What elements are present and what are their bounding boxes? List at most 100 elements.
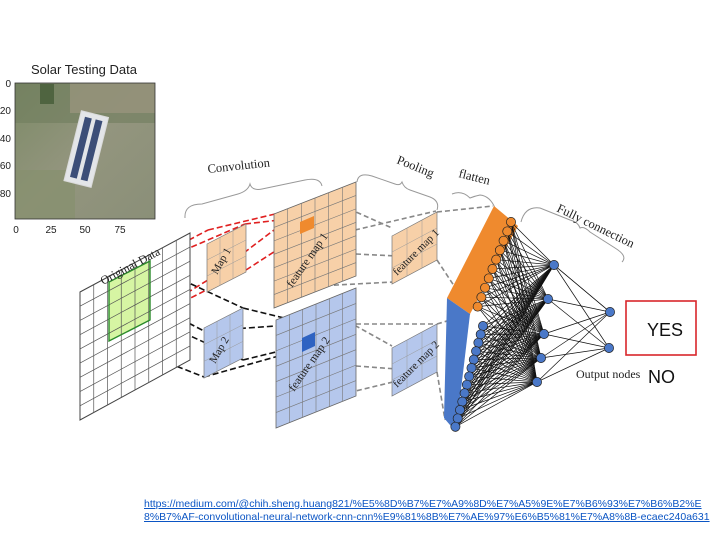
y-tick-40: 40 xyxy=(0,134,11,145)
y-tick-60: 60 xyxy=(0,161,11,172)
section-labels xyxy=(184,174,625,263)
y-tick-80: 80 xyxy=(0,189,11,200)
grid-line xyxy=(543,311,611,335)
grid-line xyxy=(462,264,555,402)
grid-line xyxy=(79,289,191,350)
no-output-label: NO xyxy=(648,367,675,387)
grid-line xyxy=(485,287,549,300)
x-tick-25: 25 xyxy=(45,225,57,236)
hidden-node xyxy=(532,377,542,387)
grid-line xyxy=(488,278,549,300)
grid-line xyxy=(480,334,538,383)
grid-line xyxy=(481,296,545,335)
grid-line xyxy=(206,255,247,277)
grid-line xyxy=(466,264,555,386)
flatten-node xyxy=(476,292,487,303)
grid-line xyxy=(462,381,538,402)
grid-line xyxy=(481,296,549,300)
map1 xyxy=(206,223,247,293)
flatten-strip-blue xyxy=(444,298,470,432)
grid-line xyxy=(536,347,610,383)
solar-image-panel: Solar Testing Data 0 20 40 60 80 0 25 50… xyxy=(0,62,156,236)
x-tick-75: 75 xyxy=(114,225,126,236)
flatten-node xyxy=(480,282,491,293)
image-y-ticks: 0 20 40 60 80 xyxy=(0,79,11,200)
grid-line xyxy=(476,350,542,359)
network-nodes xyxy=(450,217,615,432)
y-tick-20: 20 xyxy=(0,106,11,117)
feature-map1 xyxy=(273,181,357,309)
flatten-node xyxy=(468,354,479,365)
grid-line xyxy=(206,239,247,261)
feature-map2-highlight xyxy=(302,332,315,352)
grid-line xyxy=(79,345,191,407)
grid-line xyxy=(477,264,555,307)
flatten-node xyxy=(464,371,475,382)
flatten-node xyxy=(502,226,513,237)
feature-map1-highlight xyxy=(300,216,314,234)
convolution-label: Convolution xyxy=(207,155,271,176)
image-panel-title: Solar Testing Data xyxy=(31,62,138,77)
grid-line xyxy=(477,306,545,335)
grid-line xyxy=(510,221,555,266)
flatten-node xyxy=(466,363,477,373)
image-x-ticks: 0 25 50 75 xyxy=(13,225,126,236)
grid-line xyxy=(503,240,545,335)
grid-line xyxy=(482,325,538,383)
grid-line xyxy=(275,318,357,352)
pooled-map1 xyxy=(391,211,438,285)
source-link[interactable]: https://medium.com/@chih.sheng.huang821/… xyxy=(144,498,710,523)
grid-line xyxy=(203,324,244,345)
flatten-node xyxy=(491,254,502,265)
x-tick-50: 50 xyxy=(79,225,91,236)
grid-line xyxy=(484,264,555,289)
flatten-node xyxy=(450,421,461,432)
grid-line xyxy=(455,298,549,428)
grid-line xyxy=(553,264,611,313)
grid-line xyxy=(484,287,545,335)
grid-line xyxy=(455,264,555,427)
grid-line xyxy=(482,264,555,327)
grid-line xyxy=(455,357,542,428)
grid-line xyxy=(275,303,357,336)
grid-line xyxy=(496,259,555,266)
flatten-node xyxy=(494,245,505,256)
grey-connectors-3 xyxy=(436,205,494,421)
pooled-map2 xyxy=(391,323,438,397)
grid-line xyxy=(547,298,611,313)
grid-line xyxy=(492,268,549,300)
grid-line xyxy=(391,227,438,253)
receptive-field-patch xyxy=(109,261,150,341)
grid-line xyxy=(478,264,555,344)
map2 xyxy=(203,307,244,379)
flatten-node xyxy=(475,329,486,340)
hidden-node xyxy=(536,353,546,363)
y-tick-0: 0 xyxy=(5,79,11,90)
pooling-label: Pooling xyxy=(395,153,437,181)
flatten-node xyxy=(473,337,484,348)
flatten-node xyxy=(506,217,516,227)
output-node xyxy=(604,343,614,353)
grid-line xyxy=(79,331,191,392)
grid-line xyxy=(275,349,357,382)
grid-line xyxy=(536,311,611,383)
grid-line xyxy=(79,246,191,307)
grid-line xyxy=(477,298,549,307)
hidden-node xyxy=(543,294,553,304)
flatten-node xyxy=(457,396,468,407)
flatten-node xyxy=(455,405,465,415)
grid-line xyxy=(459,264,555,411)
grid-line xyxy=(481,264,555,298)
network-edges xyxy=(455,221,611,428)
grid-line xyxy=(273,262,357,295)
grid-line xyxy=(273,222,357,255)
convolution-brace xyxy=(184,178,323,219)
x-tick-0: 0 xyxy=(13,225,19,236)
grid-line xyxy=(547,298,610,349)
grid-line xyxy=(391,355,438,381)
flatten-strip-orange xyxy=(447,206,518,314)
grid-line xyxy=(540,347,610,359)
grid-line xyxy=(503,240,549,300)
grid-line xyxy=(79,260,191,321)
